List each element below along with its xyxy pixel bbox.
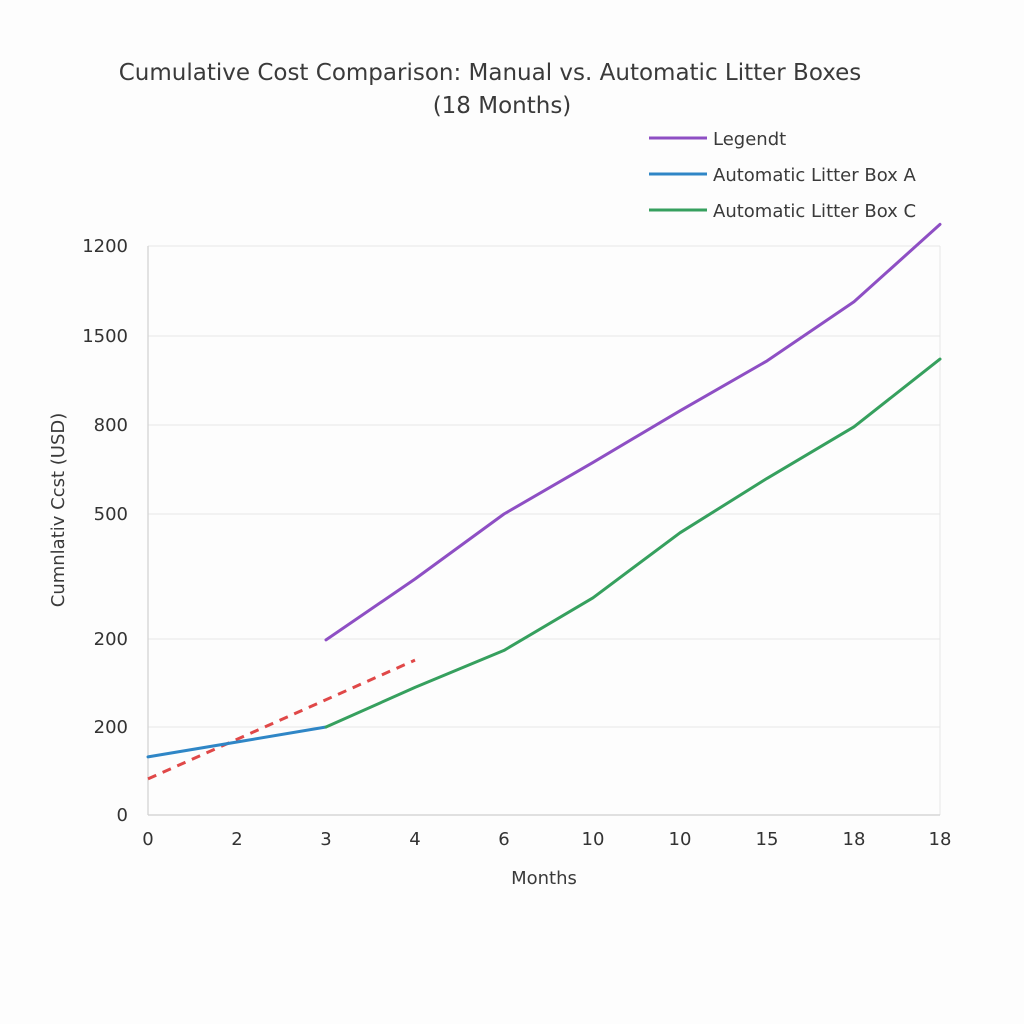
- y-tick-label: 200: [94, 629, 128, 650]
- legend-label: Legendt: [713, 129, 786, 150]
- axes: [147, 246, 940, 816]
- y-tick-label: 200: [94, 717, 128, 738]
- y-tick-label: 800: [94, 415, 128, 436]
- legend-label: Automatic Litter Box A: [713, 165, 917, 186]
- x-tick-label: 18: [843, 829, 866, 850]
- chart-title: Cumulative Cost Comparison: Manual vs. A…: [119, 60, 862, 86]
- x-tick-label: 2: [231, 829, 242, 850]
- grid-lines: [148, 245, 941, 815]
- y-tick-label: 1200: [82, 236, 128, 257]
- legend-label: Automatic Litter Box C: [713, 201, 916, 222]
- x-tick-label: 15: [756, 829, 779, 850]
- x-tick-label: 4: [409, 829, 420, 850]
- y-tick-label: 500: [94, 504, 128, 525]
- legend: Legendt Automatic Litter Box A Automatic L…: [649, 129, 917, 222]
- series-lines: [146, 222, 942, 781]
- x-tick-label: 3: [320, 829, 331, 850]
- x-tick-label: 18: [929, 829, 952, 850]
- y-axis-ticks: 0 200 200 500 800 1500 1200: [82, 236, 128, 826]
- y-tick-label: 0: [117, 805, 128, 826]
- series-line-legendt: [324, 222, 942, 642]
- x-tick-label: 10: [669, 829, 692, 850]
- series-line-automatic-litter-box-a: [146, 725, 328, 759]
- x-axis-label: Months: [511, 868, 577, 889]
- y-axis-label: Cumnlativ Ccst (USD): [48, 413, 69, 608]
- series-line-automatic-litter-box-c: [324, 357, 942, 729]
- y-tick-label: 1500: [82, 326, 128, 347]
- chart-subtitle: (18 Months): [433, 93, 572, 119]
- x-tick-label: 10: [582, 829, 605, 850]
- x-tick-label: 0: [142, 829, 153, 850]
- series-line-dashed: [147, 658, 416, 781]
- x-tick-label: 6: [498, 829, 509, 850]
- x-axis-ticks: 0 2 3 4 6 10 10 15 18 18: [142, 829, 951, 850]
